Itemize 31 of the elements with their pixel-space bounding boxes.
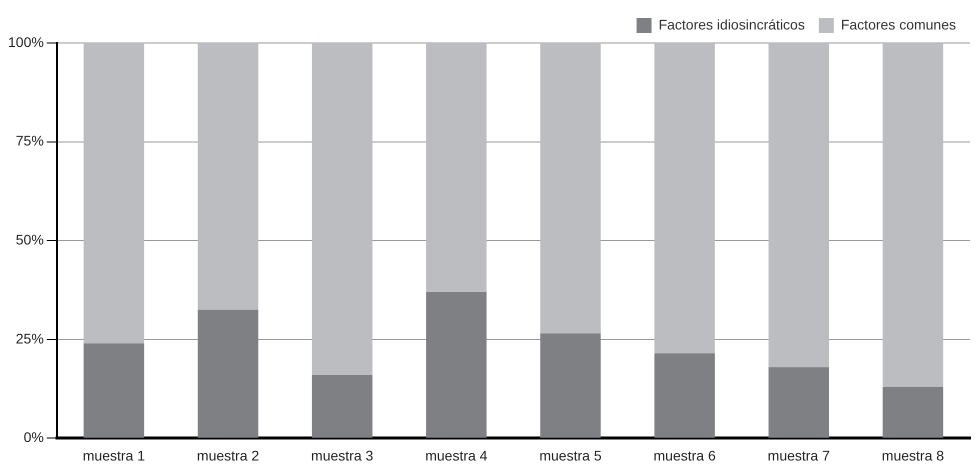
bar <box>198 310 258 438</box>
bar <box>198 43 258 310</box>
bar <box>654 43 715 354</box>
y-tick-label: 75% <box>16 132 44 149</box>
bar <box>426 292 487 438</box>
bar <box>540 43 601 334</box>
x-tick-label: muestra 1 <box>82 447 146 464</box>
x-tick-label: muestra 8 <box>882 447 944 464</box>
bar <box>768 43 830 368</box>
legend-label: Factores comunes <box>840 16 956 32</box>
x-tick-label: muestra 2 <box>196 447 260 464</box>
x-tick-label: muestra 7 <box>768 447 830 464</box>
bar <box>768 367 830 438</box>
bar <box>426 43 487 292</box>
x-tick-label: muestra 4 <box>425 447 488 464</box>
bar <box>312 374 372 438</box>
bar <box>882 386 944 438</box>
x-tick-label: muestra 5 <box>539 447 602 464</box>
bar <box>312 43 372 375</box>
bar <box>84 343 144 438</box>
x-tick-label: muestra 3 <box>311 447 374 464</box>
bar <box>882 43 944 387</box>
bar <box>84 43 144 344</box>
x-tick-label: muestra 6 <box>654 447 716 464</box>
y-tick-label: 50% <box>16 231 44 248</box>
bar <box>654 353 715 438</box>
y-tick-label: 100% <box>8 34 44 50</box>
y-tick-label: 0% <box>24 429 44 446</box>
legend-label: Factores idiosincráticos <box>658 16 805 32</box>
y-tick-label: 25% <box>16 330 44 346</box>
bar <box>540 333 601 438</box>
